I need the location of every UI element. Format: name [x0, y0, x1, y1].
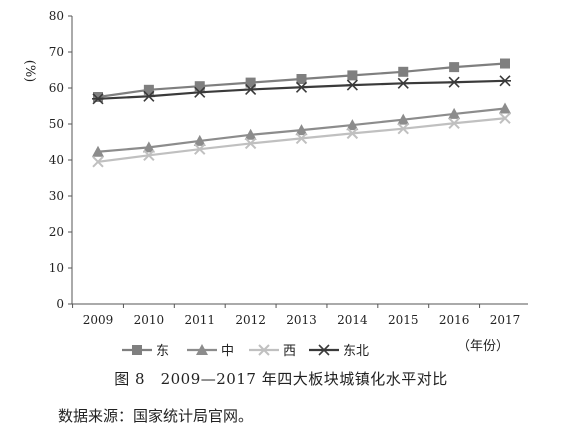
legend-marker — [196, 344, 208, 355]
x-tick-label: 2016 — [439, 313, 470, 327]
y-tick-label: 50 — [49, 117, 64, 131]
data-source-note: 数据来源：国家统计局官网。 — [58, 407, 254, 425]
data-point — [295, 124, 308, 136]
legend-label: 中 — [221, 344, 234, 359]
legend-item: 中 — [187, 344, 234, 359]
series-4 — [92, 75, 511, 105]
data-point-stroke — [499, 112, 511, 124]
data-point — [397, 113, 410, 125]
data-point — [346, 119, 359, 131]
x-tick-label: 2015 — [388, 313, 419, 327]
data-point — [500, 58, 510, 69]
data-point — [448, 107, 461, 119]
y-tick-label: 10 — [49, 261, 64, 275]
data-point — [93, 92, 103, 102]
y-tick-label: 20 — [49, 225, 64, 239]
data-point — [244, 128, 257, 140]
data-point — [295, 132, 308, 145]
data-point-stroke — [346, 127, 359, 140]
data-point — [244, 83, 257, 96]
data-point-stroke — [295, 132, 308, 145]
data-point — [92, 145, 104, 157]
data-point — [193, 134, 206, 146]
data-point — [244, 137, 257, 150]
data-point — [194, 81, 205, 92]
y-axis-label: (%) — [22, 60, 37, 83]
legend-marker — [258, 344, 270, 356]
x-tick-label: 2009 — [83, 313, 114, 327]
data-point — [142, 90, 155, 102]
legend-marker — [318, 344, 330, 356]
data-point — [296, 74, 307, 84]
data-point — [448, 117, 460, 129]
y-tick-label: 60 — [49, 81, 64, 95]
data-point — [193, 86, 206, 98]
data-point — [499, 112, 511, 124]
x-tick-label: 2011 — [184, 313, 215, 327]
data-point — [347, 70, 358, 81]
x-tick-label: 2017 — [490, 313, 521, 327]
y-tick-label: 70 — [49, 45, 64, 59]
data-point — [499, 75, 511, 87]
legend-label: 东 — [156, 344, 169, 359]
axes: 0 10 20 30 40 50 60 70 80 2009 2010 2011 2012 2013 201… — [49, 9, 528, 327]
x-tick-label: 2013 — [286, 313, 317, 327]
series-2 — [92, 102, 511, 157]
data-point-stroke — [194, 143, 206, 155]
y-tick-label: 30 — [49, 189, 64, 203]
legend-label: 西 — [283, 344, 296, 359]
y-tick-label: 80 — [49, 9, 64, 23]
legend-marker — [132, 345, 142, 355]
data-point — [448, 76, 461, 88]
data-point — [245, 77, 256, 88]
data-point — [397, 77, 410, 89]
data-point — [295, 81, 308, 93]
legend-item: 西 — [249, 344, 296, 359]
data-point — [397, 122, 409, 135]
data-point-stroke — [397, 122, 409, 135]
data-point — [346, 127, 359, 140]
data-point — [143, 84, 154, 95]
legend-item: 东 — [122, 344, 169, 359]
series-layer — [92, 58, 511, 168]
data-point — [499, 102, 511, 114]
y-tick-label: 40 — [49, 153, 64, 167]
x-axis-label: （年份） — [457, 339, 509, 354]
data-point-stroke — [143, 149, 155, 162]
legend-label: 东北 — [343, 344, 369, 359]
figure-caption: 图 8 2009—2017 年四大板块城镇化水平对比 — [114, 370, 448, 388]
data-point — [449, 62, 460, 73]
data-point — [92, 156, 104, 168]
legend-marker-stroke — [258, 344, 270, 356]
y-tick-label: 0 — [56, 297, 64, 311]
data-point — [194, 143, 206, 155]
legend-item: 东北 — [309, 344, 369, 359]
data-point — [398, 66, 409, 77]
x-tick-label: 2014 — [337, 313, 368, 327]
data-point — [142, 141, 155, 153]
data-point-stroke — [92, 156, 104, 168]
x-tick-label: 2010 — [134, 313, 165, 327]
data-point-stroke — [448, 117, 460, 129]
legend: 东 中 西 东北 — [122, 344, 369, 359]
series-1 — [93, 58, 510, 102]
data-point — [346, 79, 359, 91]
data-point — [92, 93, 104, 105]
series-3 — [92, 112, 511, 168]
data-point — [143, 149, 155, 162]
x-tick-label: 2012 — [235, 313, 266, 327]
data-point-stroke — [244, 137, 257, 150]
